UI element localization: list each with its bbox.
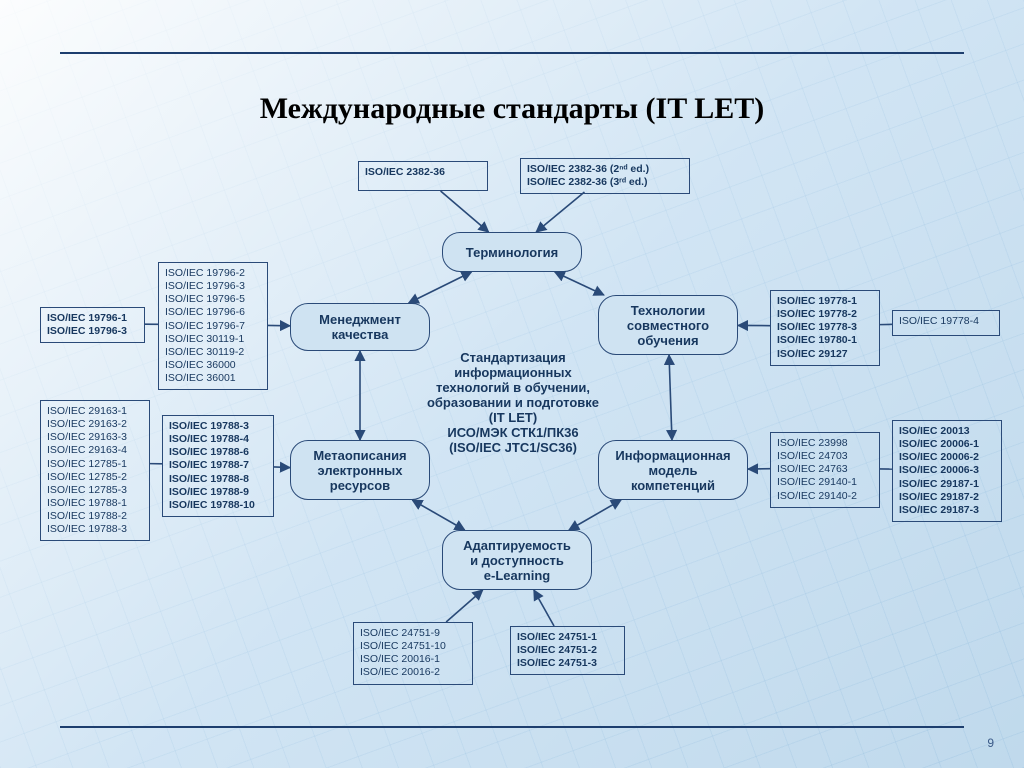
standards-box-top2: ISO/IEC 2382-36 (2ⁿᵈ ed.)ISO/IEC 2382-36…: [520, 158, 690, 194]
standards-box-l-qual-a: ISO/IEC 19796-1ISO/IEC 19796-3: [40, 307, 145, 343]
rule-top: [60, 52, 964, 54]
node-competence: Информационнаямоделькомпетенций: [598, 440, 748, 500]
node-meta: Метаописанияэлектронныхресурсов: [290, 440, 430, 500]
node-terminology: Терминология: [442, 232, 582, 272]
standards-box-l-qual-b: ISO/IEC 19796-2ISO/IEC 19796-3ISO/IEC 19…: [158, 262, 268, 390]
standards-box-r-collab-b: ISO/IEC 19778-4: [892, 310, 1000, 336]
standards-box-r-comp-a: ISO/IEC 23998ISO/IEC 24703ISO/IEC 24763I…: [770, 432, 880, 508]
standards-box-b-adapt-b: ISO/IEC 24751-1ISO/IEC 24751-2ISO/IEC 24…: [510, 626, 625, 675]
standards-box-r-collab-a: ISO/IEC 19778-1ISO/IEC 19778-2ISO/IEC 19…: [770, 290, 880, 366]
standards-box-b-adapt-a: ISO/IEC 24751-9ISO/IEC 24751-10ISO/IEC 2…: [353, 622, 473, 685]
rule-bottom: [60, 726, 964, 728]
node-collab: Технологиисовместногообучения: [598, 295, 738, 355]
standards-box-l-meta-a: ISO/IEC 29163-1ISO/IEC 29163-2ISO/IEC 29…: [40, 400, 150, 541]
node-adapt: Адаптируемостьи доступностьe-Learning: [442, 530, 592, 590]
page-number: 9: [987, 736, 994, 750]
standards-box-r-comp-b: ISO/IEC 20013ISO/IEC 20006-1ISO/IEC 2000…: [892, 420, 1002, 522]
page-title: Международные стандарты (IT LET): [0, 92, 1024, 126]
node-quality: Менеджменткачества: [290, 303, 430, 351]
standards-box-l-meta-b: ISO/IEC 19788-3ISO/IEC 19788-4ISO/IEC 19…: [162, 415, 274, 517]
standards-box-top1: ISO/IEC 2382-36: [358, 161, 488, 191]
center-label: Стандартизацияинформационныхтехнологий в…: [408, 350, 618, 455]
